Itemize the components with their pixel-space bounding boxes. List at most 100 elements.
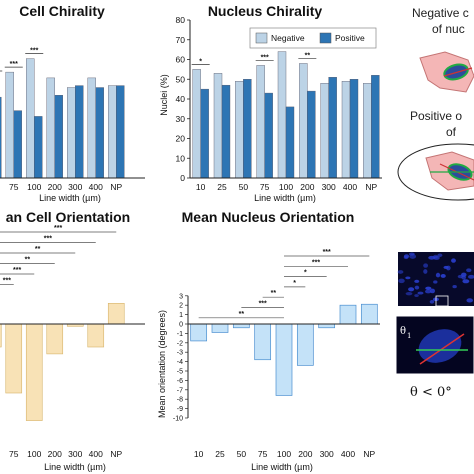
- bar-negative-400: [341, 81, 351, 179]
- x-tick-label: 400: [341, 449, 355, 459]
- x-tick-label: 300: [68, 182, 82, 192]
- y-tick-label: -7: [177, 387, 183, 394]
- chart-title: Nucleus Chirality: [208, 3, 323, 19]
- nucleus-dot: [423, 263, 429, 268]
- nucleus-dot: [429, 299, 435, 304]
- y-tick-label: -4: [177, 359, 183, 366]
- x-tick-label: 400: [89, 449, 103, 459]
- x-tick-label: NP: [110, 182, 122, 192]
- x-tick-label: 25: [215, 449, 225, 459]
- significance-label: *: [199, 58, 202, 65]
- nucleus-dot: [425, 286, 432, 290]
- microscopy-image: [397, 252, 474, 317]
- significance-label: **: [25, 257, 31, 264]
- x-axis-label: Line width (µm): [254, 193, 316, 203]
- x-tick-label: 25: [217, 182, 227, 192]
- y-tick-label: -9: [177, 406, 183, 413]
- bar-positive-75: [13, 110, 22, 179]
- x-tick-label: 100: [279, 182, 293, 192]
- y-tick-label: 3: [179, 293, 183, 300]
- bar-300: [318, 323, 336, 329]
- y-tick-label: 1: [179, 312, 183, 319]
- bar-negative-400: [87, 77, 96, 179]
- theta-subscript: 1: [407, 332, 411, 340]
- nucleus-dot: [440, 274, 446, 278]
- x-tick-label: 10: [194, 449, 204, 459]
- x-tick-label: 200: [300, 182, 314, 192]
- significance-label: ***: [44, 236, 52, 243]
- y-tick-label: 0: [179, 322, 183, 329]
- bar-positive-400: [95, 87, 104, 179]
- significance-label: ***: [323, 249, 331, 256]
- bar-NP: [107, 302, 125, 325]
- bar-positive-NP: [371, 75, 380, 179]
- bar-NP: [360, 303, 378, 325]
- theta-symbol: θ: [400, 326, 406, 337]
- legend-label-positive: Positive: [335, 33, 365, 43]
- significance-label: **: [35, 246, 41, 253]
- nucleus-dot: [414, 294, 419, 297]
- positive-caption-line2: of: [446, 125, 457, 139]
- significance-label: ***: [10, 61, 18, 68]
- bar-negative-NP: [363, 82, 372, 179]
- chart-title: an Cell Orientation: [6, 209, 130, 225]
- bar-negative-10: [192, 69, 201, 179]
- bar-negative-100: [26, 58, 35, 179]
- nucleus-dot: [408, 252, 415, 256]
- bar-positive-10: [200, 88, 209, 179]
- x-tick-label: 75: [258, 449, 268, 459]
- y-tick-label: 20: [176, 134, 186, 144]
- bar-200: [296, 323, 314, 366]
- bar-negative-300: [67, 87, 76, 179]
- nucleus-dot: [435, 272, 441, 278]
- bar-positive-300: [328, 77, 337, 179]
- y-tick-label: 60: [176, 55, 186, 65]
- bar-100: [25, 323, 43, 421]
- y-tick-label: 10: [176, 153, 186, 163]
- significance-label: **: [271, 290, 277, 297]
- x-tick-label: 400: [343, 182, 357, 192]
- significance-label: **: [305, 52, 311, 59]
- nucleus-dot: [437, 253, 443, 257]
- significance-label: ***: [259, 301, 267, 308]
- x-tick-label: 75: [260, 182, 270, 192]
- schematic-column: Negative c of nuc Positive o of: [395, 6, 474, 400]
- x-tick-label: 100: [27, 182, 41, 192]
- bar-200: [46, 323, 64, 355]
- nucleus-dot: [417, 291, 424, 295]
- nucleus-dot: [466, 298, 474, 303]
- nucleus-dot: [405, 276, 411, 280]
- y-tick-label: -1: [177, 331, 183, 338]
- nucleus-dot: [414, 279, 420, 283]
- y-tick-label: -10: [173, 416, 183, 423]
- legend-swatch-negative: [255, 32, 268, 44]
- bar-positive-100: [34, 116, 43, 179]
- positive-caption-line1: Positive o: [410, 109, 462, 123]
- significance-label: *: [293, 280, 296, 287]
- x-tick-label: 200: [48, 449, 62, 459]
- chart-title: Cell Chirality: [19, 3, 105, 19]
- significance-label: ***: [312, 259, 320, 266]
- bar-negative-75: [5, 71, 14, 179]
- x-tick-label: 300: [68, 449, 82, 459]
- significance-label: *: [304, 270, 307, 277]
- x-tick-label: 75: [9, 182, 19, 192]
- bar-positive-100: [285, 106, 295, 179]
- y-axis-label: Nuclei (%): [159, 74, 169, 116]
- x-tick-label: 50: [239, 182, 249, 192]
- nucleus-dot: [405, 291, 413, 296]
- bar-positive-50: [243, 79, 252, 179]
- significance-label: ***: [30, 48, 38, 55]
- x-tick-label: NP: [110, 449, 122, 459]
- legend-label-negative: Negative: [271, 33, 305, 43]
- nucleus-dot: [466, 268, 472, 273]
- y-tick-label: -3: [177, 350, 183, 357]
- x-tick-label: 200: [48, 182, 62, 192]
- nucleus-dot: [462, 279, 470, 284]
- y-tick-label: 0: [180, 173, 185, 183]
- bar-positive-25: [221, 84, 231, 179]
- nucleus-dot: [429, 288, 436, 294]
- bar-positive-75: [264, 92, 273, 179]
- significance-label: **: [239, 311, 245, 318]
- bar-75: [5, 323, 23, 394]
